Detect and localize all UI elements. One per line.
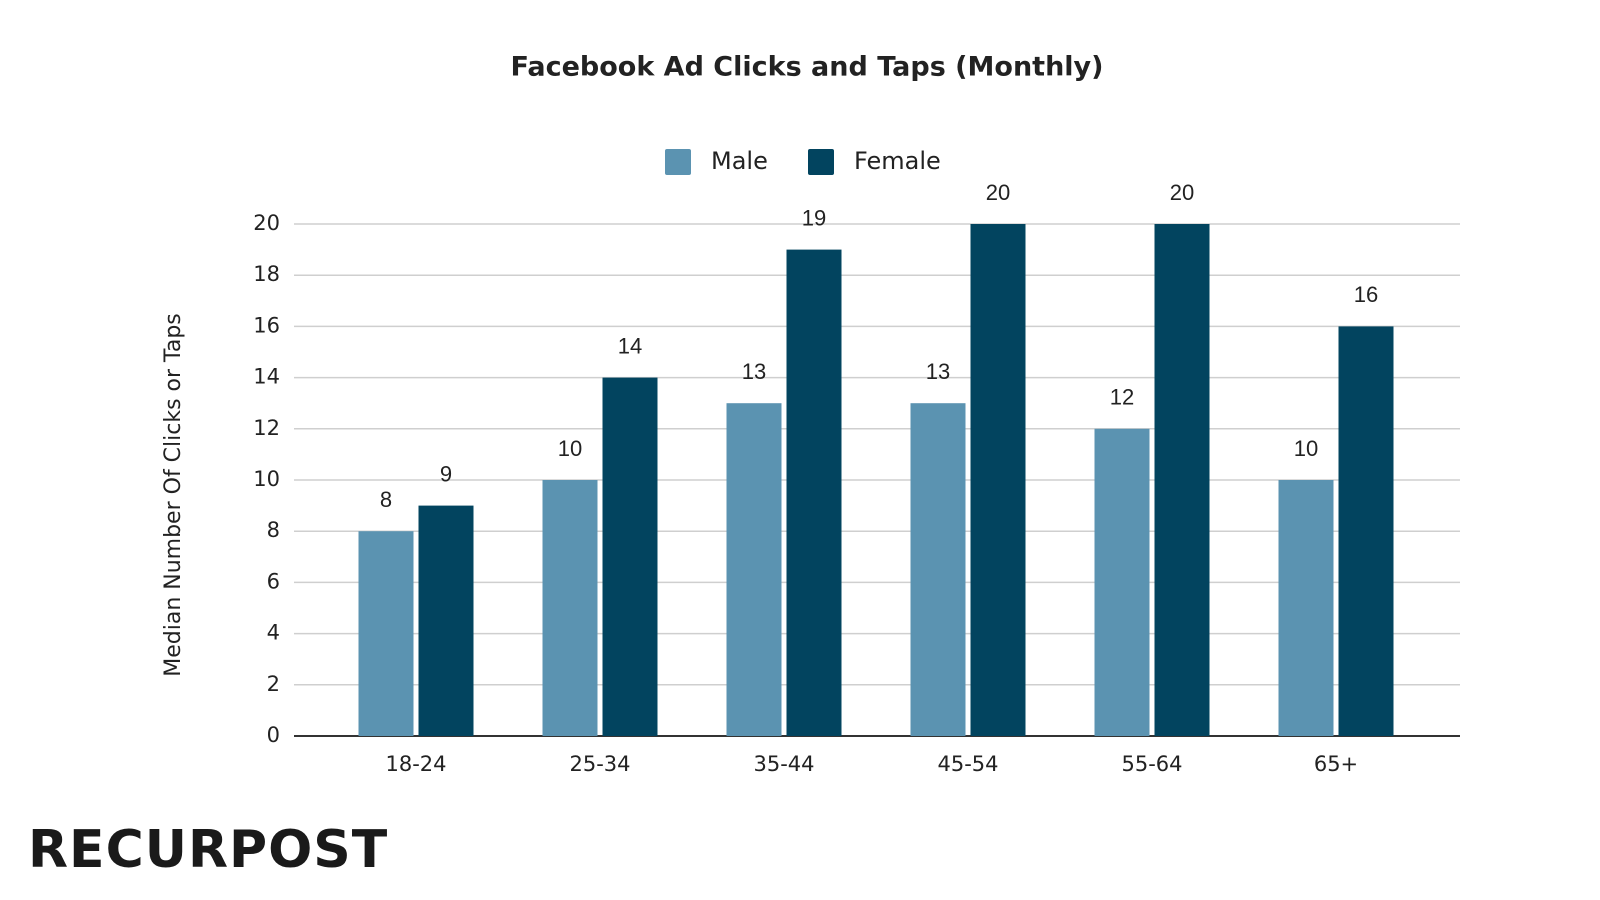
legend-swatch	[808, 149, 834, 175]
bar	[418, 505, 474, 736]
bar	[1154, 224, 1210, 736]
chart-title: Facebook Ad Clicks and Taps (Monthly)	[511, 52, 1104, 83]
data-label: 10	[558, 436, 582, 461]
x-tick-label: 18-24	[385, 752, 446, 776]
data-label: 16	[1354, 282, 1378, 307]
data-label: 12	[1110, 385, 1134, 410]
watermark: RECURPOST	[28, 820, 388, 880]
x-tick-label: 45-54	[937, 752, 998, 776]
data-label: 8	[380, 487, 392, 512]
bar	[786, 249, 842, 736]
y-tick-label: 18	[253, 262, 280, 286]
x-tick-label: 55-64	[1121, 752, 1182, 776]
bar	[1094, 428, 1150, 736]
x-tick-label: 25-34	[569, 752, 630, 776]
y-tick-label: 6	[267, 569, 280, 593]
y-tick-label: 14	[253, 365, 280, 389]
data-label: 13	[742, 359, 766, 384]
y-tick-label: 12	[253, 416, 280, 440]
y-tick-label: 4	[267, 621, 280, 645]
y-tick-label: 20	[253, 211, 280, 235]
data-label: 20	[986, 180, 1010, 205]
data-label: 14	[618, 333, 642, 358]
legend-label: Female	[854, 147, 941, 175]
legend-label: Male	[711, 147, 768, 175]
bar	[602, 377, 658, 736]
x-tick-label: 65+	[1314, 752, 1358, 776]
bar	[910, 403, 966, 736]
bar	[1338, 326, 1394, 736]
bar	[726, 403, 782, 736]
bar	[1278, 480, 1334, 736]
x-tick-label: 35-44	[753, 752, 814, 776]
data-label: 13	[926, 359, 950, 384]
data-label: 10	[1294, 436, 1318, 461]
bar	[358, 531, 414, 736]
data-label: 20	[1170, 180, 1194, 205]
legend-swatch	[665, 149, 691, 175]
y-axis-label: Median Number Of Clicks or Taps	[161, 313, 186, 677]
data-label: 19	[802, 205, 826, 230]
y-tick-label: 2	[267, 672, 280, 696]
bar	[970, 224, 1026, 736]
y-tick-label: 10	[253, 467, 280, 491]
y-tick-label: 0	[267, 723, 280, 747]
bar	[542, 480, 598, 736]
data-label: 9	[440, 461, 452, 486]
y-tick-label: 8	[267, 518, 280, 542]
y-tick-label: 16	[253, 313, 280, 337]
